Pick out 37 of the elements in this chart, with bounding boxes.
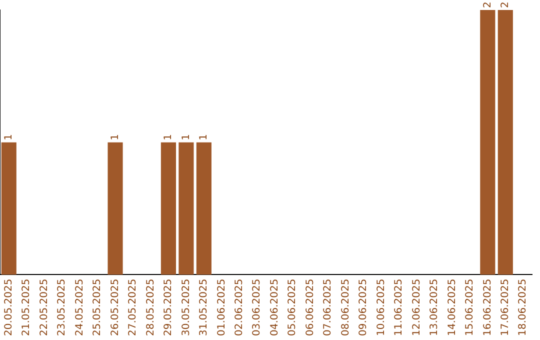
- data-label: 1: [110, 134, 121, 140]
- x-tick-label: 30.05.2025: [180, 278, 192, 336]
- x-tick-label: 22.05.2025: [38, 278, 50, 336]
- x-tick-label: 10.06.2025: [376, 278, 387, 336]
- x-tick-label: 17.06.2025: [500, 278, 511, 336]
- data-label: 2: [482, 2, 494, 8]
- data-label: 1: [163, 134, 174, 140]
- x-tick-label: 29.05.2025: [163, 278, 174, 336]
- x-tick-label: 07.06.2025: [322, 278, 334, 336]
- x-tick-label: 08.06.2025: [340, 278, 352, 336]
- x-tick-label: 23.05.2025: [56, 278, 68, 336]
- x-tick-label: 03.06.2025: [252, 278, 263, 336]
- x-tick-label: 14.06.2025: [446, 278, 458, 336]
- x-tick-label: 11.06.2025: [394, 278, 405, 336]
- x-tick-label: 31.05.2025: [198, 278, 210, 336]
- x-tick-label: 02.06.2025: [234, 278, 245, 336]
- x-tick-label: 26.05.2025: [110, 278, 121, 336]
- data-label: 1: [3, 134, 14, 140]
- x-tick-label: 25.05.2025: [92, 278, 104, 336]
- x-tick-label: 27.05.2025: [128, 278, 139, 336]
- x-tick-label: 24.05.2025: [74, 278, 86, 336]
- x-tick-label: 06.06.2025: [304, 278, 316, 336]
- x-tick-label: 20.05.2025: [3, 278, 14, 336]
- x-tick-label: 01.06.2025: [216, 278, 228, 336]
- x-tick-label: 21.05.2025: [21, 278, 32, 336]
- x-tick-label: 04.06.2025: [269, 278, 280, 336]
- x-tick-label: 28.05.2025: [145, 278, 156, 336]
- x-tick-label: 05.06.2025: [287, 278, 298, 336]
- x-tick-label: 13.06.2025: [429, 278, 440, 336]
- x-tick-label: 15.06.2025: [464, 278, 476, 336]
- data-label: 1: [180, 134, 192, 140]
- x-tick-label: 16.06.2025: [482, 278, 494, 336]
- data-label: 1: [198, 134, 210, 140]
- x-tick-label: 09.06.2025: [358, 278, 370, 336]
- x-tick-label: 12.06.2025: [411, 278, 422, 336]
- data-label: 2: [500, 2, 511, 8]
- x-tick-label: 18.06.2025: [518, 278, 529, 336]
